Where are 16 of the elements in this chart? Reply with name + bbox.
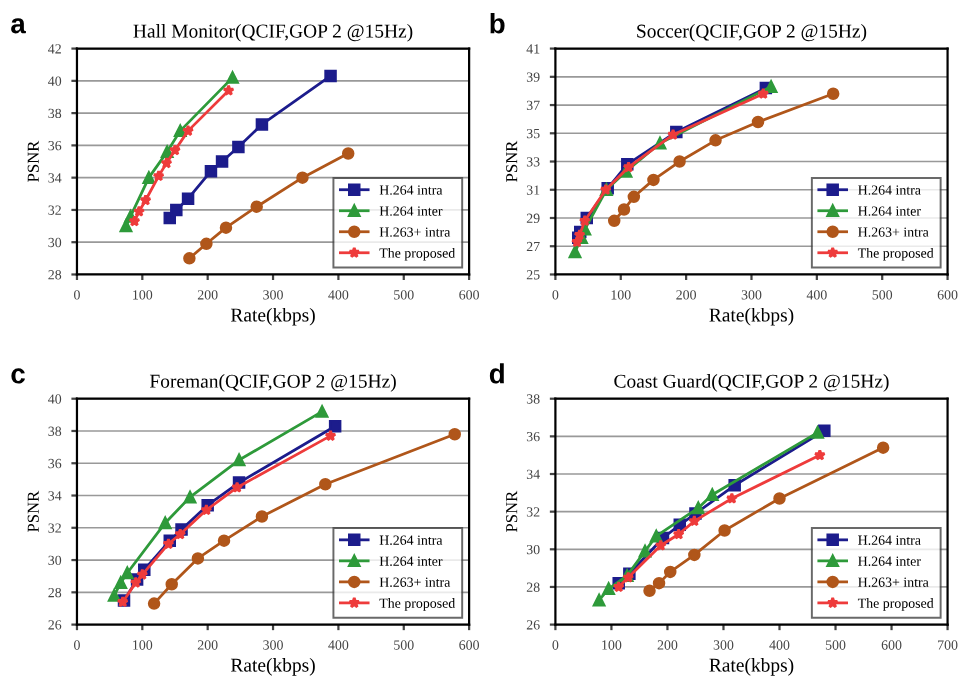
- text: c: [11, 368, 25, 384]
- x-axis-title: Rate(kbps): [709, 307, 794, 326]
- chart-title: Coast Guard(QCIF,GOP 2 @15Hz): [614, 374, 889, 392]
- x-axis-title: Rate(kbps): [230, 307, 315, 326]
- x-axis-title: Rate(kbps): [709, 658, 794, 676]
- y-axis-title: PSNR: [27, 490, 39, 533]
- chart-title: Hall Monitor(QCIF,GOP 2 @15Hz): [133, 23, 413, 42]
- y-axis-title: PSNR: [506, 490, 518, 533]
- text: a: [11, 18, 26, 34]
- x-axis-title: Rate(kbps): [230, 658, 315, 676]
- y-axis-title: PSNR: [27, 140, 39, 182]
- y-axis-title: PSNR: [506, 140, 518, 182]
- chart-title: Soccer(QCIF,GOP 2 @15Hz): [637, 23, 867, 42]
- text: d: [489, 363, 504, 384]
- text: b: [490, 13, 505, 34]
- chart-title: Foreman(QCIF,GOP 2 @15Hz): [149, 374, 396, 392]
